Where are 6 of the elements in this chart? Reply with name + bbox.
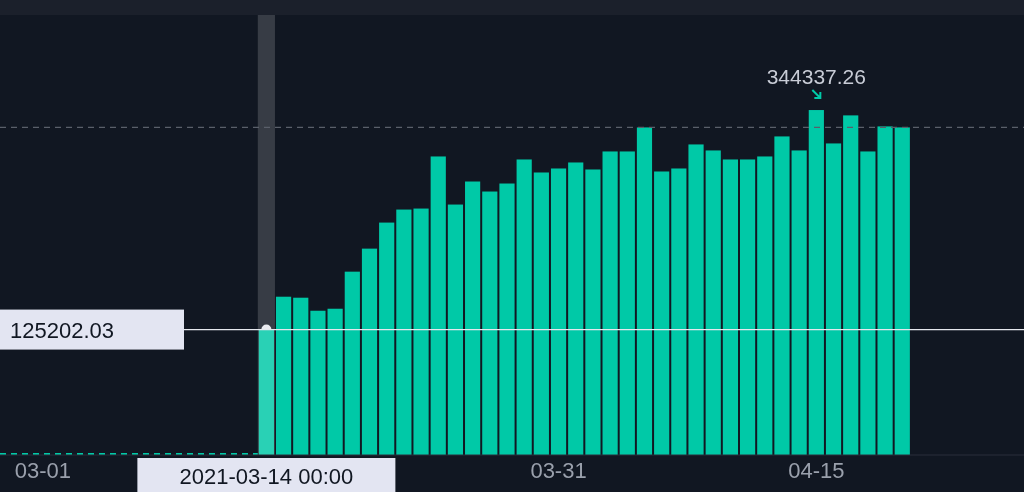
- x-tick-label: 03-31: [530, 458, 587, 483]
- x-tick-label: 04-15: [788, 458, 845, 483]
- ref-line-label: 2021-03-14 00:00: [179, 464, 354, 489]
- data-label: 344337.26: [766, 65, 866, 89]
- ref-line-label: 125202.03: [10, 317, 114, 343]
- x-tick-label: 03-01: [14, 458, 72, 483]
